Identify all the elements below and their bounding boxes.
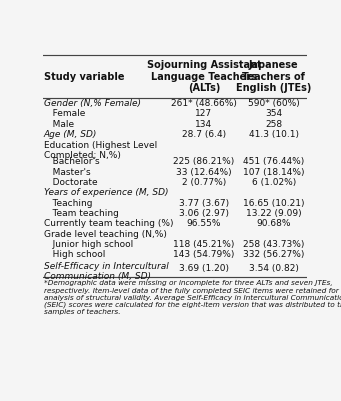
Text: Currently team teaching (%): Currently team teaching (%) — [44, 219, 174, 229]
Text: 451 (76.44%): 451 (76.44%) — [243, 157, 305, 166]
Text: 3.06 (2.97): 3.06 (2.97) — [179, 209, 229, 218]
Text: High school: High school — [44, 251, 105, 259]
Text: Gender (N,% Female): Gender (N,% Female) — [44, 99, 141, 108]
Text: Age (M, SD): Age (M, SD) — [44, 130, 97, 139]
Text: Education (Highest Level
Completed; N,%): Education (Highest Level Completed; N,%) — [44, 141, 157, 160]
Text: 590* (60%): 590* (60%) — [248, 99, 300, 108]
Text: 134: 134 — [195, 119, 212, 128]
Text: 127: 127 — [195, 109, 212, 118]
Text: Female: Female — [44, 109, 85, 118]
Text: Japanese
Teachers of
English (JTEs): Japanese Teachers of English (JTEs) — [236, 60, 312, 93]
Text: Self-Efficacy in Intercultural
Communication (M, SD): Self-Efficacy in Intercultural Communica… — [44, 262, 169, 281]
Text: 118 (45.21%): 118 (45.21%) — [173, 240, 235, 249]
Text: 90.68%: 90.68% — [257, 219, 291, 229]
Text: 258: 258 — [265, 119, 282, 128]
Text: 107 (18.14%): 107 (18.14%) — [243, 168, 305, 177]
Text: 2 (0.77%): 2 (0.77%) — [182, 178, 226, 187]
Text: Sojourning Assistant
Language Teachers
(ALTs): Sojourning Assistant Language Teachers (… — [147, 60, 261, 93]
Text: 3.54 (0.82): 3.54 (0.82) — [249, 264, 299, 273]
Text: Master's: Master's — [44, 168, 91, 177]
Text: Bachelor's: Bachelor's — [44, 157, 100, 166]
Text: Junior high school: Junior high school — [44, 240, 133, 249]
Text: Years of experience (M, SD): Years of experience (M, SD) — [44, 188, 168, 197]
Text: 6 (1.02%): 6 (1.02%) — [252, 178, 296, 187]
Text: 354: 354 — [265, 109, 282, 118]
Text: 13.22 (9.09): 13.22 (9.09) — [246, 209, 302, 218]
Text: Doctorate: Doctorate — [44, 178, 98, 187]
Text: 96.55%: 96.55% — [187, 219, 221, 229]
Text: Teaching: Teaching — [44, 199, 92, 208]
Text: 41.3 (10.1): 41.3 (10.1) — [249, 130, 299, 139]
Text: 143 (54.79%): 143 (54.79%) — [173, 251, 235, 259]
Text: 28.7 (6.4): 28.7 (6.4) — [182, 130, 226, 139]
Text: 33 (12.64%): 33 (12.64%) — [176, 168, 232, 177]
Text: 225 (86.21%): 225 (86.21%) — [173, 157, 235, 166]
Text: 258 (43.73%): 258 (43.73%) — [243, 240, 305, 249]
Text: 3.69 (1.20): 3.69 (1.20) — [179, 264, 229, 273]
Text: Grade level teaching (N,%): Grade level teaching (N,%) — [44, 230, 167, 239]
Text: 261* (48.66%): 261* (48.66%) — [171, 99, 237, 108]
Text: 16.65 (10.21): 16.65 (10.21) — [243, 199, 305, 208]
Text: Team teaching: Team teaching — [44, 209, 119, 218]
Text: 332 (56.27%): 332 (56.27%) — [243, 251, 305, 259]
Text: Male: Male — [44, 119, 74, 128]
Text: 3.77 (3.67): 3.77 (3.67) — [179, 199, 229, 208]
Text: *Demographic data were missing or incomplete for three ALTs and seven JTEs,
resp: *Demographic data were missing or incomp… — [44, 280, 341, 316]
Text: Study variable: Study variable — [44, 71, 124, 81]
